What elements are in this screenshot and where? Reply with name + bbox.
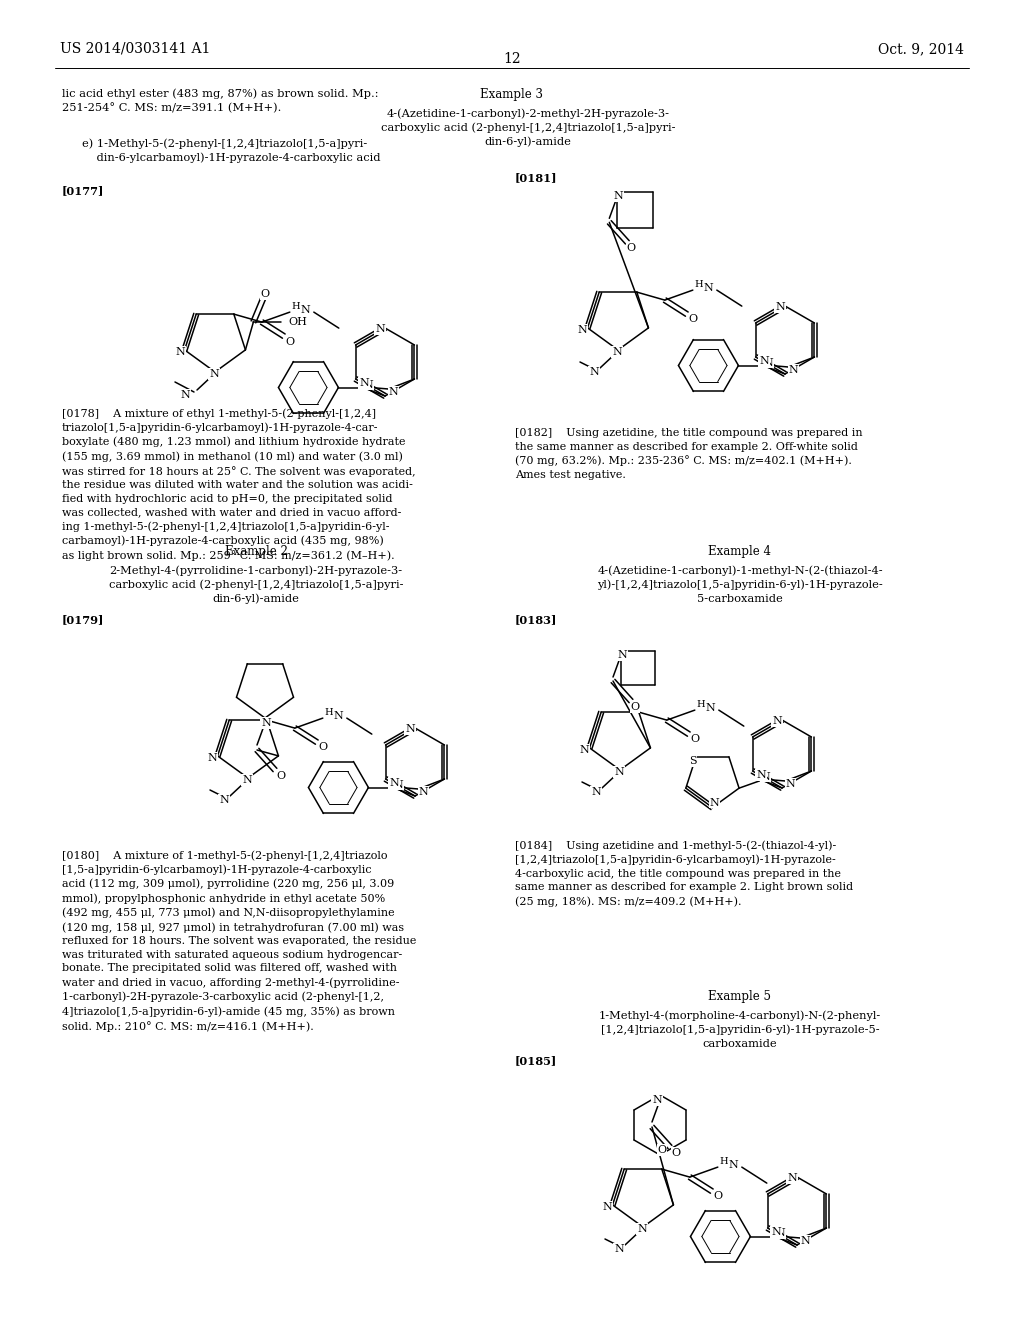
Text: N: N <box>637 1224 647 1234</box>
Text: N: N <box>242 775 252 785</box>
Text: O: O <box>657 1144 667 1155</box>
Text: [0177]: [0177] <box>62 185 104 195</box>
Text: N: N <box>729 1160 738 1170</box>
Text: H: H <box>292 301 300 310</box>
Text: Example 2: Example 2 <box>224 545 288 558</box>
Text: H: H <box>720 1156 728 1166</box>
Text: [0183]: [0183] <box>515 614 557 624</box>
Text: Example 5: Example 5 <box>709 990 771 1003</box>
Text: N: N <box>176 347 185 356</box>
Text: N: N <box>703 282 714 293</box>
Text: Example 4: Example 4 <box>709 545 771 558</box>
Text: [0185]: [0185] <box>515 1055 557 1067</box>
Text: N: N <box>580 744 590 755</box>
Text: O: O <box>631 702 640 711</box>
Text: 4-(Azetidine-1-carbonyl)-2-methyl-2H-pyrazole-3-
carboxylic acid (2-phenyl-[1,2,: 4-(Azetidine-1-carbonyl)-2-methyl-2H-pyr… <box>381 108 675 148</box>
Text: 2-Methyl-4-(pyrrolidine-1-carbonyl)-2H-pyrazole-3-
carboxylic acid (2-phenyl-[1,: 2-Methyl-4-(pyrrolidine-1-carbonyl)-2H-p… <box>109 565 403 605</box>
Text: N: N <box>652 1096 662 1105</box>
Text: O: O <box>627 243 636 253</box>
Text: O: O <box>318 742 328 752</box>
Text: N: N <box>771 1228 781 1237</box>
Text: [0184]    Using azetidine and 1-methyl-5-(2-(thiazol-4-yl)-
[1,2,4]triazolo[1,5-: [0184] Using azetidine and 1-methyl-5-(2… <box>515 840 853 907</box>
Text: H: H <box>694 280 703 289</box>
Text: US 2014/0303141 A1: US 2014/0303141 A1 <box>60 42 210 55</box>
Text: N: N <box>785 779 796 789</box>
Text: O: O <box>714 1191 722 1201</box>
Text: O: O <box>672 1148 681 1158</box>
Text: e) 1-Methyl-5-(2-phenyl-[1,2,4]triazolo[1,5-a]pyri-
    din-6-ylcarbamoyl)-1H-py: e) 1-Methyl-5-(2-phenyl-[1,2,4]triazolo[… <box>82 139 381 162</box>
Text: N: N <box>772 715 782 726</box>
Text: N: N <box>219 795 229 805</box>
Text: N: N <box>617 649 627 660</box>
Text: N: N <box>591 787 601 797</box>
Text: [0180]    A mixture of 1-methyl-5-(2-phenyl-[1,2,4]triazolo
[1,5-a]pyridin-6-ylc: [0180] A mixture of 1-methyl-5-(2-phenyl… <box>62 850 417 1031</box>
Text: N: N <box>603 1203 612 1212</box>
Text: O: O <box>688 314 697 325</box>
Text: Example 3: Example 3 <box>480 88 544 102</box>
Text: N: N <box>612 347 622 356</box>
Text: N: N <box>261 718 271 729</box>
Text: N: N <box>578 325 588 335</box>
Text: N: N <box>393 780 403 789</box>
Text: [0179]: [0179] <box>62 614 104 624</box>
Text: [0178]    A mixture of ethyl 1-methyl-5-(2-phenyl-[1,2,4]
triazolo[1,5-a]pyridin: [0178] A mixture of ethyl 1-methyl-5-(2-… <box>62 408 416 561</box>
Text: N: N <box>180 389 189 400</box>
Text: Oct. 9, 2014: Oct. 9, 2014 <box>878 42 964 55</box>
Text: N: N <box>759 356 769 366</box>
Text: 12: 12 <box>503 51 521 66</box>
Text: N: N <box>614 767 624 777</box>
Text: N: N <box>614 1243 624 1254</box>
Text: OH: OH <box>288 317 307 327</box>
Text: N: N <box>775 302 784 312</box>
Text: O: O <box>261 289 270 298</box>
Text: N: N <box>301 305 310 315</box>
Text: N: N <box>775 1229 785 1238</box>
Text: O: O <box>276 771 286 781</box>
Text: N: N <box>375 323 385 334</box>
Text: 4-(Azetidine-1-carbonyl)-1-methyl-N-(2-(thiazol-4-
yl)-[1,2,4]triazolo[1,5-a]pyr: 4-(Azetidine-1-carbonyl)-1-methyl-N-(2-(… <box>597 565 883 603</box>
Text: [0182]    Using azetidine, the title compound was prepared in
the same manner as: [0182] Using azetidine, the title compou… <box>515 428 862 480</box>
Text: [0181]: [0181] <box>515 172 557 183</box>
Text: N: N <box>209 370 219 379</box>
Text: N: N <box>801 1236 810 1246</box>
Text: N: N <box>788 366 799 375</box>
Text: N: N <box>359 378 369 388</box>
Text: N: N <box>756 770 766 780</box>
Text: N: N <box>419 787 428 797</box>
Text: H: H <box>325 708 333 717</box>
Text: N: N <box>613 191 624 202</box>
Text: N: N <box>364 380 374 389</box>
Text: S: S <box>689 756 696 766</box>
Text: N: N <box>589 367 599 378</box>
Text: N: N <box>710 797 719 808</box>
Text: O: O <box>690 734 699 744</box>
Text: N: N <box>787 1173 797 1183</box>
Text: N: N <box>761 771 770 781</box>
Text: N: N <box>406 723 415 734</box>
Text: N: N <box>764 358 773 367</box>
Text: lic acid ethyl ester (483 mg, 87%) as brown solid. Mp.:
251-254° C. MS: m/z=391.: lic acid ethyl ester (483 mg, 87%) as br… <box>62 88 379 114</box>
Text: N: N <box>389 777 399 788</box>
Text: N: N <box>208 752 217 763</box>
Text: H: H <box>696 700 706 709</box>
Text: N: N <box>706 704 716 713</box>
Text: O: O <box>286 337 294 347</box>
Text: N: N <box>388 387 398 397</box>
Text: N: N <box>334 711 344 721</box>
Text: 1-Methyl-4-(morpholine-4-carbonyl)-N-(2-phenyl-
[1,2,4]triazolo[1,5-a]pyridin-6-: 1-Methyl-4-(morpholine-4-carbonyl)-N-(2-… <box>599 1010 881 1048</box>
